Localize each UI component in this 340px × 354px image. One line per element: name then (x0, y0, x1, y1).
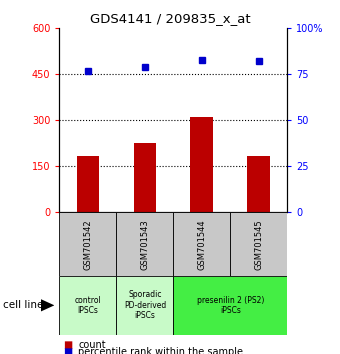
Text: cell line: cell line (3, 300, 44, 310)
Bar (134, 143, 156, 212)
Bar (76, 156, 99, 212)
Bar (116, 212, 173, 276)
Text: ■: ■ (63, 340, 72, 350)
Text: ■: ■ (63, 347, 72, 354)
Text: percentile rank within the sample: percentile rank within the sample (78, 347, 243, 354)
Bar (190, 117, 213, 212)
Bar (116, 276, 173, 335)
Bar (173, 276, 287, 335)
Bar (59, 212, 116, 276)
Bar (248, 156, 270, 212)
Text: presenilin 2 (PS2)
iPSCs: presenilin 2 (PS2) iPSCs (197, 296, 264, 315)
Bar (231, 212, 287, 276)
Bar (173, 212, 231, 276)
Text: GSM701545: GSM701545 (254, 219, 263, 270)
Text: count: count (78, 340, 106, 350)
Text: GSM701542: GSM701542 (84, 219, 92, 270)
Bar (59, 276, 116, 335)
Text: GSM701543: GSM701543 (140, 219, 149, 270)
Text: Sporadic
PD-derived
iPSCs: Sporadic PD-derived iPSCs (124, 290, 166, 320)
Polygon shape (41, 299, 54, 312)
Text: control
IPSCs: control IPSCs (74, 296, 101, 315)
Text: GDS4141 / 209835_x_at: GDS4141 / 209835_x_at (90, 12, 250, 25)
Text: GSM701544: GSM701544 (198, 219, 206, 270)
